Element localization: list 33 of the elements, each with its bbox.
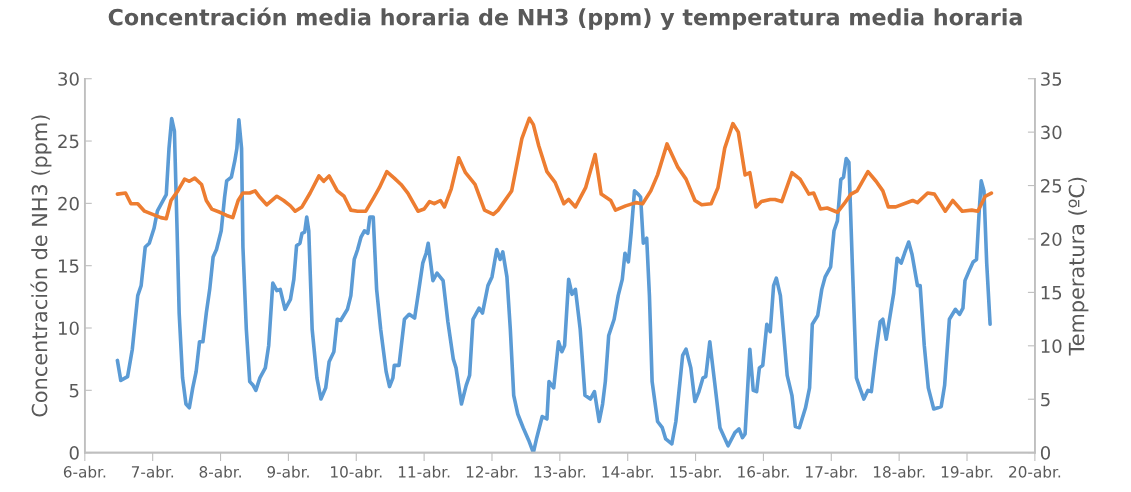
x-tick-label: 18-abr. (873, 465, 925, 478)
y2-tick-label: 15 (1041, 286, 1062, 300)
y2-tick-label: 35 (1041, 72, 1062, 86)
x-tick-label: 10-abr. (331, 465, 382, 478)
y-tick-label: 20 (58, 196, 79, 211)
y2-axis-title: Temperatura (ºC) (1068, 177, 1089, 356)
x-tick-label: 19-abr. (941, 465, 993, 478)
y-tick-label: 25 (58, 134, 79, 149)
y2-tick-label: 30 (1041, 125, 1062, 140)
y-tick-label: 30 (58, 72, 79, 86)
y-tick-label: 0 (69, 446, 79, 460)
x-tick-label: 7-abr. (131, 465, 174, 478)
y2-tick-label: 5 (1041, 392, 1050, 407)
x-tick-label: 20-abr. (1009, 465, 1061, 478)
x-tick-label: 9-abr. (267, 465, 309, 478)
x-tick-label: 16-abr. (738, 465, 789, 478)
y-tick-label: 10 (58, 321, 79, 336)
y-tick-label: 15 (58, 259, 79, 273)
x-tick-label: 17-abr. (806, 465, 857, 478)
y2-tick-label: 25 (1041, 179, 1062, 193)
x-tick-label: 11-abr. (398, 465, 450, 478)
y-axis-title: Concentración de NH3 (ppm) (30, 115, 52, 417)
x-tick-label: 13-abr. (534, 465, 586, 478)
x-tick-label: 12-abr. (466, 465, 518, 478)
chart-title: Concentración media horaria de NH3 (ppm) y temperatura media horaria (108, 7, 1022, 30)
y2-tick-label: 20 (1041, 232, 1062, 247)
y2-tick-label: 10 (1041, 339, 1062, 353)
y-tick-label: 5 (69, 384, 79, 398)
x-tick-label: 8-abr. (199, 465, 241, 478)
x-tick-label: 6-abr. (63, 465, 106, 478)
y2-tick-label: 0 (1040, 446, 1051, 460)
x-tick-label: 14-abr. (602, 465, 653, 478)
x-tick-label: 15-abr. (670, 465, 721, 478)
